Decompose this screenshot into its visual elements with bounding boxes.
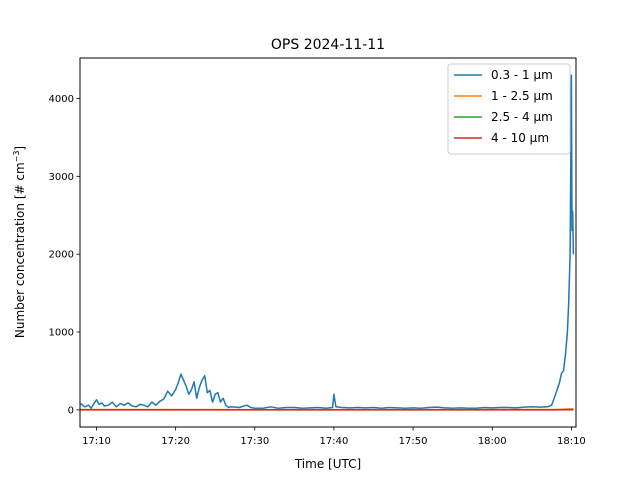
- legend-label: 0.3 - 1 µm: [491, 68, 553, 82]
- x-tick-label: 17:20: [161, 436, 190, 447]
- chart-title: OPS 2024-11-11: [271, 37, 385, 53]
- x-tick-label: 17:50: [399, 436, 428, 447]
- x-tick-label: 17:30: [240, 436, 269, 447]
- series-line-1: [80, 74, 575, 410]
- legend: 0.3 - 1 µm 1 - 2.5 µm 2.5 - 4 µm 4 - 10 µm: [447, 63, 571, 155]
- y-tick-label: 3000: [49, 172, 74, 183]
- y-tick-label: 4000: [49, 94, 74, 105]
- legend-label: 2.5 - 4 µm: [491, 110, 553, 124]
- x-tick-label: 18:10: [557, 436, 586, 447]
- legend-box: [447, 63, 571, 155]
- x-tick-label: 17:40: [320, 436, 349, 447]
- y-axis: 0 1000 2000 3000 4000: [49, 94, 80, 416]
- x-tick-label: 18:00: [478, 436, 507, 447]
- y-tick-label: 0: [68, 405, 74, 416]
- x-axis-label: Time [UTC]: [294, 457, 361, 471]
- y-axis-label-main: Number concentration [# cm: [13, 162, 27, 338]
- series-layer: [80, 74, 575, 411]
- x-axis: 17:10 17:20 17:30 17:40 17:50 18:00 18:10: [82, 427, 586, 447]
- y-tick-label: 1000: [49, 328, 74, 339]
- plot-frame: [79, 57, 577, 428]
- y-axis-label-end: ]: [13, 146, 27, 151]
- y-tick-label: 2000: [49, 250, 74, 261]
- legend-label: 1 - 2.5 µm: [491, 89, 553, 103]
- x-tick-label: 17:10: [82, 436, 111, 447]
- y-axis-label: Number concentration [# cm−3]: [12, 146, 27, 338]
- y-axis-label-sup: −3: [12, 151, 21, 163]
- legend-label: 4 - 10 µm: [491, 131, 549, 145]
